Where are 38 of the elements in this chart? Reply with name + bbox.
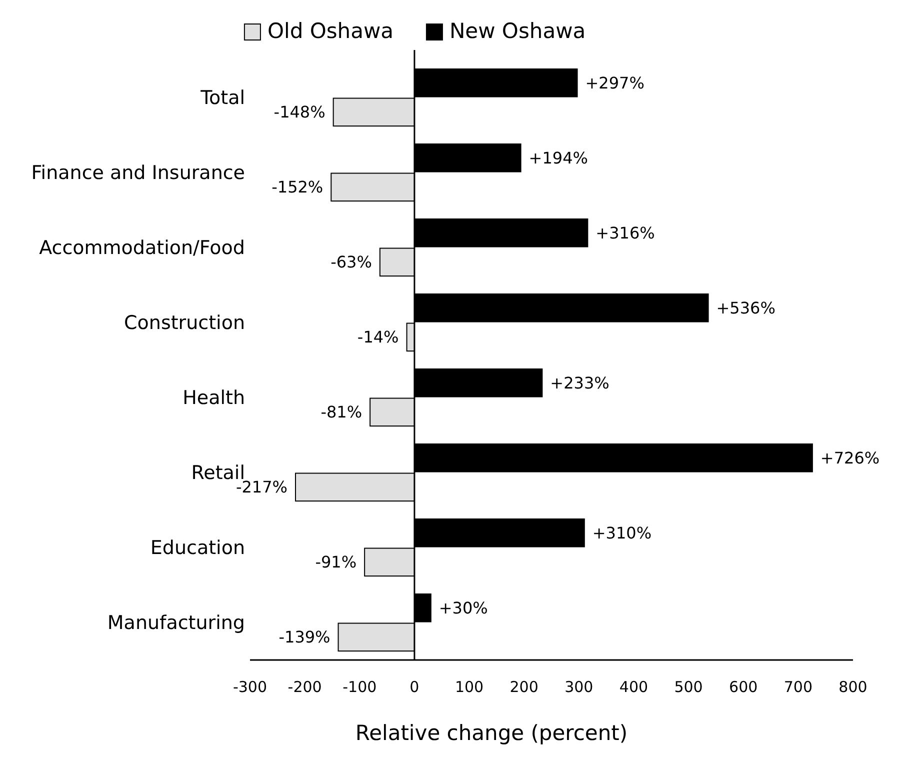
data-label: -217% — [236, 478, 288, 497]
legend-label: New Oshawa — [449, 19, 586, 43]
y-tick-label: Accommodation/Food — [39, 237, 245, 260]
data-label: -14% — [357, 328, 399, 347]
data-label: -148% — [274, 102, 326, 122]
y-tick-label: Health — [182, 387, 245, 410]
x-tick-label: 100 — [454, 678, 484, 696]
x-tick-label: 500 — [674, 678, 703, 696]
x-tick-label: 700 — [784, 678, 812, 696]
x-tick-label: -200 — [288, 678, 322, 696]
x-tick-label: 800 — [838, 678, 868, 696]
data-label: +30% — [438, 598, 488, 618]
y-tick-label: Education — [150, 537, 245, 560]
legend-label: Old Oshawa — [267, 19, 394, 43]
data-label: +310% — [592, 523, 652, 542]
x-axis-title: Relative change (percent) — [355, 721, 628, 745]
data-label: -91% — [315, 552, 357, 572]
data-label: +233% — [550, 373, 610, 392]
x-tick-label: 400 — [619, 678, 648, 696]
data-label: +316% — [596, 223, 655, 242]
data-label: -81% — [320, 402, 362, 422]
x-tick-label: 0 — [410, 678, 420, 696]
y-tick-label: Finance and Insurance — [31, 162, 245, 184]
data-label: +297% — [585, 73, 644, 92]
data-label: +194% — [528, 148, 588, 168]
data-label: -139% — [278, 628, 330, 647]
y-tick-label: Manufacturing — [107, 612, 245, 634]
x-tick-label: 200 — [510, 678, 538, 696]
data-label: -63% — [330, 252, 372, 272]
y-tick-label: Total — [200, 87, 245, 110]
data-label: -152% — [272, 178, 324, 197]
y-tick-label: Construction — [124, 312, 245, 334]
x-tick-label: 300 — [564, 678, 594, 696]
x-tick-label: 600 — [729, 678, 758, 696]
data-label: +536% — [716, 298, 776, 318]
x-tick-label: -100 — [342, 678, 377, 696]
x-tick-label: -300 — [232, 678, 268, 696]
data-label: +726% — [820, 448, 880, 468]
